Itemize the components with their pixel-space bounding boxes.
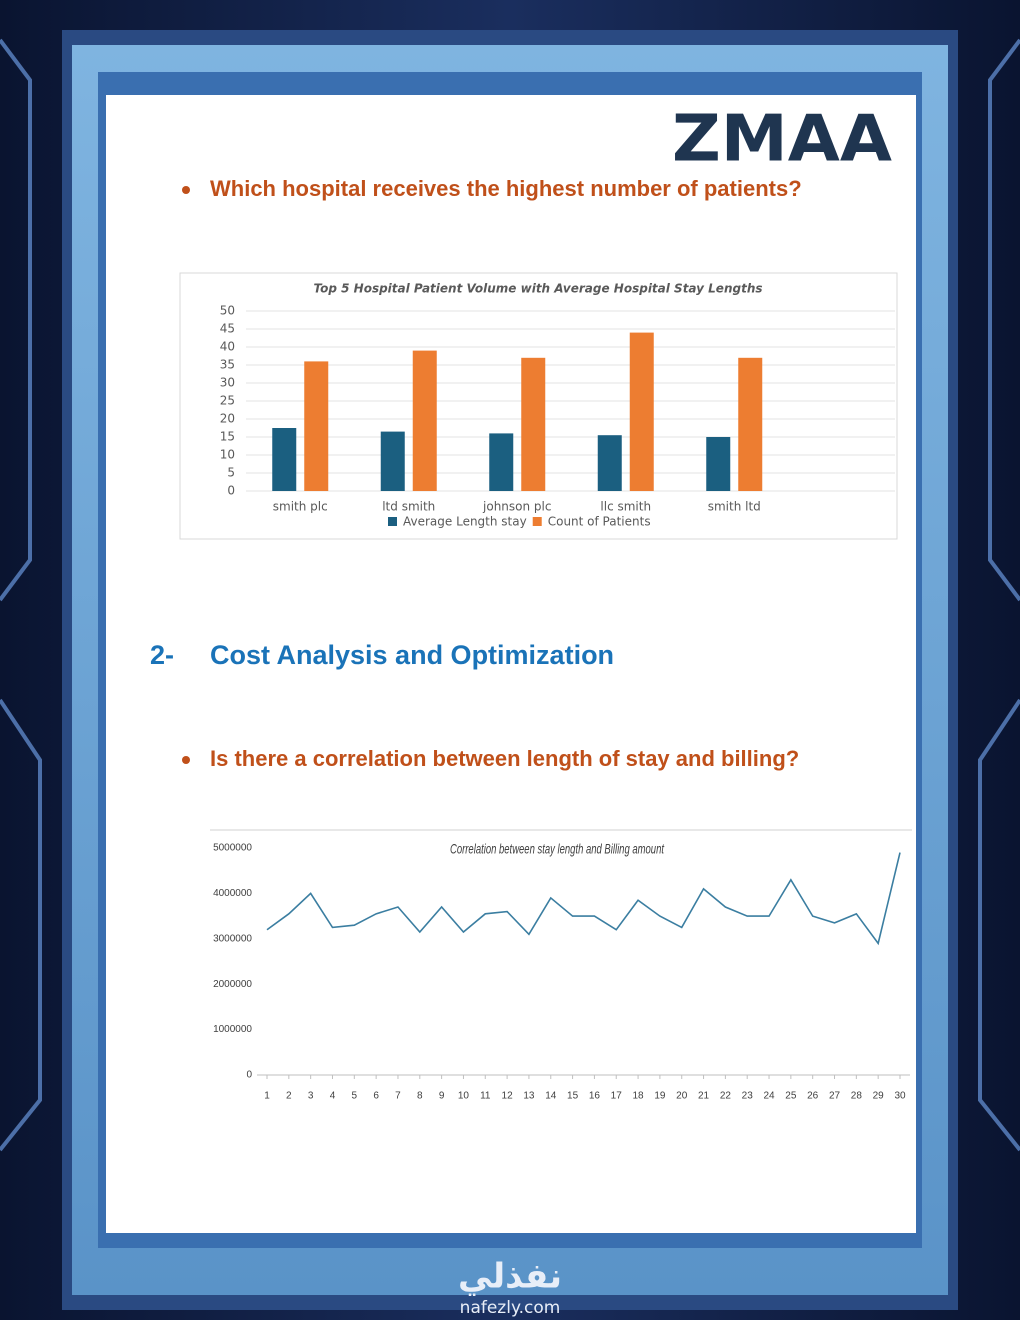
chart-title: Top 5 Hospital Patient Volume with Avera… xyxy=(313,282,762,296)
y-tick-label: 40 xyxy=(220,340,235,354)
y-tick-label: 0 xyxy=(246,1070,252,1081)
bullet xyxy=(182,186,190,194)
watermark-arabic: نفذلي xyxy=(458,1257,562,1297)
x-tick-label: 17 xyxy=(611,1091,623,1102)
y-tick-label: 20 xyxy=(220,412,235,426)
x-tick-label: 15 xyxy=(567,1091,579,1102)
x-tick-label: 4 xyxy=(330,1091,336,1102)
line-chart: Correlation between stay length and Bill… xyxy=(213,841,910,1102)
x-tick-label: 2 xyxy=(286,1091,292,1102)
bar xyxy=(738,357,763,491)
x-tick-label: 24 xyxy=(763,1091,775,1102)
x-tick-label: 30 xyxy=(894,1091,906,1102)
bar xyxy=(412,350,437,491)
x-tick-label: 23 xyxy=(742,1091,754,1102)
x-tick-label: llc smith xyxy=(600,500,651,514)
question: Which hospital receives the highest numb… xyxy=(210,176,802,201)
x-tick-label: 11 xyxy=(480,1091,491,1102)
chart-title: Correlation between stay length and Bill… xyxy=(450,841,665,857)
section-number: 2- xyxy=(150,640,174,670)
bar xyxy=(629,332,654,491)
x-tick-label: smith ltd xyxy=(708,500,761,514)
bar xyxy=(521,357,546,491)
frame-decoration xyxy=(0,38,1020,1152)
y-tick-label: 1000000 xyxy=(213,1024,252,1035)
x-tick-label: 19 xyxy=(654,1091,666,1102)
bar-chart: Top 5 Hospital Patient Volume with Avera… xyxy=(220,282,895,529)
y-tick-label: 10 xyxy=(220,448,235,462)
x-tick-label: 29 xyxy=(873,1091,885,1102)
y-tick-label: 2000000 xyxy=(213,979,252,990)
x-tick-label: 28 xyxy=(851,1091,863,1102)
x-tick-label: 22 xyxy=(720,1091,732,1102)
y-tick-label: 30 xyxy=(220,376,235,390)
x-tick-label: 14 xyxy=(545,1091,557,1102)
x-tick-label: 9 xyxy=(439,1091,445,1102)
x-tick-label: 1 xyxy=(264,1091,270,1102)
y-tick-label: 0 xyxy=(227,484,235,498)
x-tick-label: 8 xyxy=(417,1091,423,1102)
question: Is there a correlation between length of… xyxy=(210,746,799,771)
bar xyxy=(304,361,329,491)
x-tick-label: 6 xyxy=(373,1091,379,1102)
x-tick-label: 27 xyxy=(829,1091,841,1102)
legend-swatch xyxy=(388,517,397,526)
y-tick-label: 5000000 xyxy=(213,843,252,854)
line xyxy=(266,852,901,946)
x-tick-label: 13 xyxy=(523,1091,535,1102)
bar xyxy=(706,437,731,491)
y-tick-label: 35 xyxy=(220,358,235,372)
x-tick-label: 26 xyxy=(807,1091,819,1102)
bullet xyxy=(182,756,190,764)
section-title: Cost Analysis and Optimization xyxy=(210,640,614,670)
legend-swatch xyxy=(532,517,542,526)
legend-label: Average Length stay xyxy=(403,515,527,529)
y-tick-label: 5 xyxy=(227,466,235,480)
bar xyxy=(597,435,622,491)
watermark-url: nafezly.com xyxy=(460,1298,561,1318)
x-tick-label: 25 xyxy=(785,1091,797,1102)
x-tick-label: 3 xyxy=(308,1091,314,1102)
y-tick-label: 50 xyxy=(220,304,235,318)
y-tick-label: 4000000 xyxy=(213,888,252,899)
y-tick-label: 3000000 xyxy=(213,933,252,944)
logo: ZMAA xyxy=(672,103,892,177)
x-tick-label: smith plc xyxy=(273,500,328,514)
x-tick-label: 10 xyxy=(458,1091,470,1102)
x-tick-label: 5 xyxy=(352,1091,358,1102)
y-tick-label: 15 xyxy=(220,430,235,444)
y-tick-label: 45 xyxy=(220,322,235,336)
x-tick-label: 16 xyxy=(589,1091,601,1102)
bar xyxy=(489,433,514,491)
legend-label: Count of Patients xyxy=(548,515,651,529)
bar xyxy=(380,431,405,491)
x-tick-label: 21 xyxy=(698,1091,710,1102)
x-tick-label: 7 xyxy=(395,1091,401,1102)
x-tick-label: 12 xyxy=(502,1091,514,1102)
x-tick-label: johnson plc xyxy=(482,500,551,514)
x-tick-label: 20 xyxy=(676,1091,688,1102)
x-tick-label: ltd smith xyxy=(382,500,435,514)
y-tick-label: 25 xyxy=(220,394,235,408)
x-tick-label: 18 xyxy=(633,1091,645,1102)
bar xyxy=(272,428,297,491)
